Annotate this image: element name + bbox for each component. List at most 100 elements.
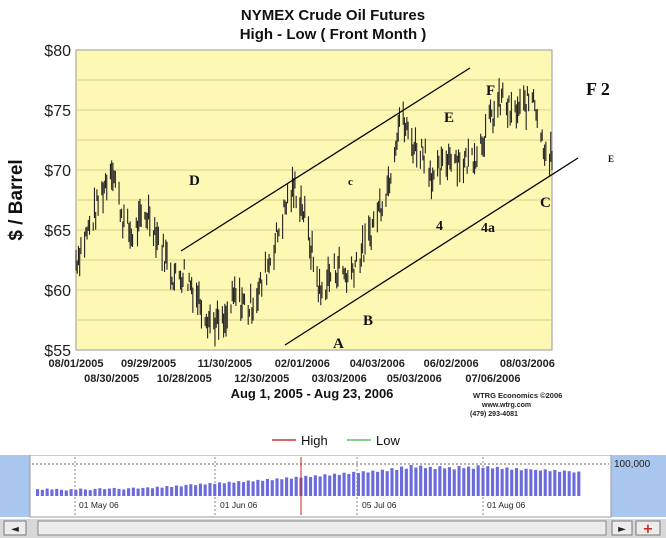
x-tick-label: 12/30/2005: [234, 373, 289, 385]
volume-bar: [428, 466, 432, 496]
y-axis-label: $ / Barrel: [6, 159, 27, 240]
x-tick-label: 07/06/2006: [465, 373, 520, 385]
x-tick-label: 10/28/2005: [157, 373, 212, 385]
volume-bar: [45, 488, 49, 496]
volume-bar: [366, 472, 370, 496]
wave-label: E: [444, 110, 454, 126]
x-tick-label: 08/30/2005: [84, 373, 139, 385]
volume-bar: [486, 466, 490, 496]
wave-label: 4a: [481, 221, 495, 236]
volume-bar: [150, 488, 155, 496]
volume-bar: [457, 465, 461, 496]
chart-title-block: NYMEX Crude Oil Futures High - Low ( Fro…: [0, 6, 666, 44]
volume-bar: [55, 488, 59, 496]
navigator-date-label: 01 May 06: [79, 500, 119, 510]
volume-bar: [309, 477, 313, 496]
wave-label: C: [540, 195, 551, 211]
volume-bar: [514, 468, 519, 496]
volume-bar: [347, 473, 351, 496]
volume-bar: [332, 473, 337, 496]
volume-bar: [447, 467, 452, 496]
volume-bar: [510, 469, 514, 496]
x-tick-label: 04/03/2006: [350, 358, 405, 370]
volume-bar: [433, 469, 437, 496]
volume-bar: [476, 465, 480, 496]
scroll-left-button[interactable]: [3, 520, 27, 536]
scrollbar-thumb[interactable]: [37, 520, 607, 536]
wave-label: A: [333, 336, 344, 352]
lower-trendline: [284, 157, 579, 346]
volume-bar: [380, 469, 384, 496]
scroll-right-button[interactable]: [611, 520, 633, 536]
volume-bar: [117, 488, 121, 496]
volume-bar: [562, 470, 566, 496]
volume-bar: [328, 475, 332, 496]
volume-bar: [495, 466, 499, 496]
navigator-date-label: 05 Jul 06: [362, 500, 397, 510]
volume-bar: [529, 469, 533, 496]
navigator-right-shade: [611, 455, 666, 517]
wave-label: B: [363, 313, 373, 329]
volume-bar: [572, 472, 576, 496]
volume-bar: [246, 480, 250, 496]
volume-bar: [270, 480, 274, 496]
wave-label: c: [348, 176, 353, 188]
volume-bar: [500, 469, 504, 496]
volume-bar: [103, 489, 107, 496]
volume-bar: [160, 487, 164, 496]
volume-bar: [376, 471, 380, 496]
volume-bar: [356, 473, 361, 496]
volume-bar: [404, 468, 408, 496]
volume-bar: [543, 469, 547, 496]
zoom-button[interactable]: [635, 520, 661, 536]
x-tick-label: 11/30/2005: [198, 358, 252, 370]
x-tick-label: 08/01/2005: [48, 358, 103, 370]
volume-bar: [198, 483, 202, 496]
volume-bar: [218, 482, 222, 496]
volume-bar: [112, 487, 116, 496]
volume-bar: [313, 475, 317, 496]
volume-bar: [342, 472, 346, 496]
volume-bar: [189, 484, 193, 496]
x-tick-label: 06/02/2006: [424, 358, 479, 370]
wave-label: E: [608, 154, 614, 164]
volume-bar: [98, 488, 102, 496]
volume-bar: [289, 478, 293, 496]
volume-bar: [261, 480, 265, 496]
wave-label: 4: [436, 219, 443, 234]
volume-bar: [88, 490, 92, 496]
volume-bar: [275, 478, 279, 496]
volume-bar: [64, 490, 68, 496]
volume-bar: [179, 486, 183, 496]
volume-bar: [337, 474, 341, 496]
volume-bar: [127, 488, 131, 496]
wave-label: F 2: [586, 79, 610, 99]
volume-bar: [280, 479, 284, 496]
y-tick-label: $55: [44, 343, 71, 360]
volume-bar: [122, 489, 126, 496]
volume-bar: [553, 469, 557, 496]
volume-bar: [232, 482, 236, 496]
volume-bar: [505, 467, 509, 496]
navigator-date-label: 01 Aug 06: [487, 500, 526, 510]
volume-bar: [174, 485, 179, 496]
scroll-right-icon: ►: [618, 524, 626, 535]
volume-bar: [213, 483, 217, 496]
volume-bar: [69, 489, 73, 496]
volume-bar: [567, 471, 571, 496]
chart-subtitle: High - Low ( Front Month ): [239, 26, 427, 43]
volume-bar: [471, 468, 475, 496]
legend-label-low: Low: [376, 433, 400, 448]
volume-bar: [227, 481, 231, 496]
volume-bar: [400, 466, 404, 496]
upper-trendline: [180, 67, 471, 252]
volume-bar: [419, 465, 423, 496]
navigator-panel: 01 May 06 01 Jun 06 05 Jul 06 01 Aug 06 100,…: [0, 455, 666, 538]
volume-bar: [467, 466, 471, 496]
volume-bar: [83, 489, 88, 496]
navigator-max-label: 100,000: [614, 459, 651, 470]
volume-bar: [50, 489, 54, 496]
volume-bar: [294, 476, 298, 496]
volume-bar: [170, 487, 174, 496]
source-credit: (479) 293-4081: [470, 411, 518, 418]
